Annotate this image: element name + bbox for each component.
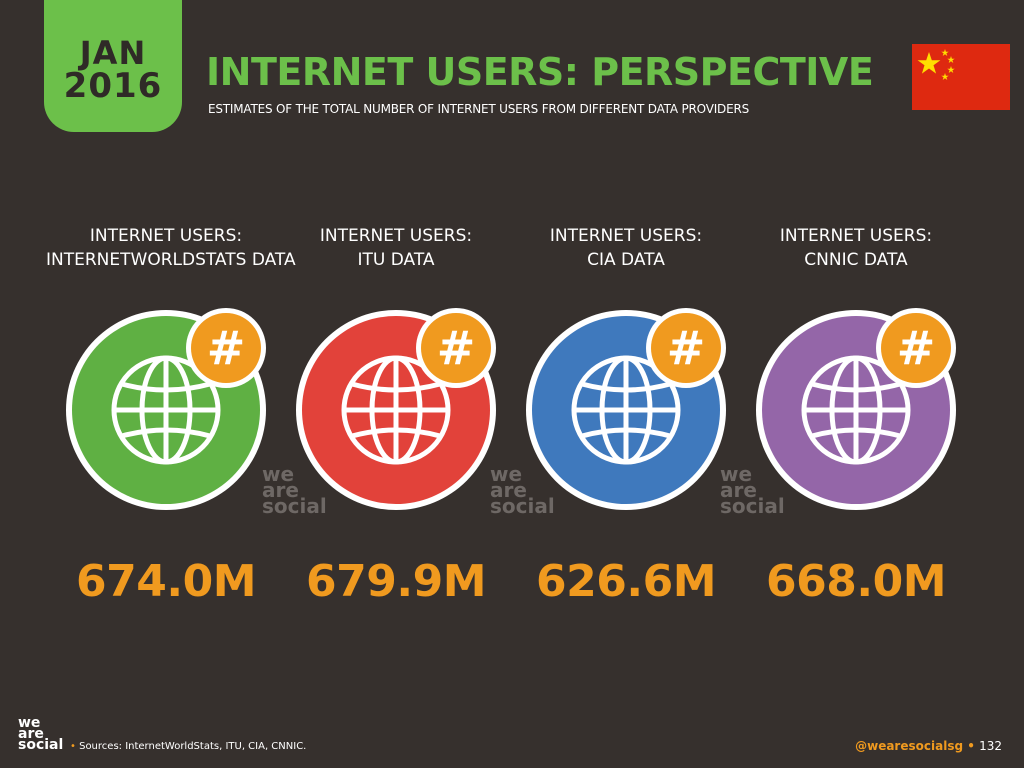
provider-column-itu: INTERNET USERS: ITU DATA [276, 224, 516, 272]
column-label-line1: INTERNET USERS: [779, 226, 933, 246]
value-cia: 626.6M [536, 556, 716, 607]
globe-icon [341, 355, 451, 465]
hashtag-icon: # [897, 321, 936, 375]
column-label-line1: INTERNET USERS: [549, 226, 703, 246]
we-are-social-watermark: we are social [262, 462, 327, 518]
itu-globe-graphic: # [296, 308, 496, 510]
column-label-line2: CIA DATA [587, 250, 665, 270]
source-note: • Sources: InternetWorldStats, ITU, CIA,… [70, 741, 306, 752]
date-month: JAN [79, 34, 147, 72]
china-flag-icon [912, 44, 1010, 110]
cia-globe-graphic: # [526, 308, 726, 510]
hashtag-badge [651, 313, 721, 383]
internetworldstats-globe-graphic: # [66, 308, 266, 510]
globe-icon [111, 355, 221, 465]
we-are-social-logo: we are social [18, 715, 64, 753]
bullet: • [70, 741, 76, 752]
cnnic-globe-graphic: # [756, 308, 956, 510]
value-itu: 679.9M [306, 556, 486, 607]
value-internetworldstats: 674.0M [76, 556, 256, 607]
provider-column-cnnic: INTERNET USERS: CNNIC DATA [736, 224, 976, 272]
date-year: 2016 [63, 66, 163, 106]
we-are-social-watermark: we are social [720, 462, 785, 518]
column-label-line2: ITU DATA [357, 250, 435, 270]
social-handle: @wearesocialsg [855, 739, 964, 753]
column-label-line1: INTERNET USERS: [319, 226, 473, 246]
column-label-line2: CNNIC DATA [804, 250, 908, 270]
provider-column-cia: INTERNET USERS: CIA DATA [506, 224, 746, 272]
hashtag-icon: # [437, 321, 476, 375]
page-number: 132 [979, 739, 1002, 753]
hashtag-icon: # [207, 321, 246, 375]
page-subtitle: ESTIMATES OF THE TOTAL NUMBER OF INTERNE… [208, 102, 750, 116]
page-title: INTERNET USERS: PERSPECTIVE [206, 50, 874, 94]
hashtag-badge [881, 313, 951, 383]
globe-icon [801, 355, 911, 465]
column-label-line2: INTERNETWORLDSTATS DATA [46, 250, 296, 270]
hashtag-badge [421, 313, 491, 383]
column-label-line1: INTERNET USERS: [89, 226, 243, 246]
footer-right: @wearesocialsg • 132 [855, 739, 1002, 753]
source-text: Sources: InternetWorldStats, ITU, CIA, C… [79, 741, 307, 752]
hashtag-badge [191, 313, 261, 383]
bullet: • [967, 739, 975, 753]
we-are-social-watermark: we are social [490, 462, 555, 518]
hashtag-icon: # [667, 321, 706, 375]
globe-icon [571, 355, 681, 465]
date-badge: JAN 2016 [44, 0, 182, 132]
provider-column-internetworldstats: INTERNET USERS: INTERNETWORLDSTATS DATA [46, 224, 296, 272]
value-cnnic: 668.0M [766, 556, 946, 607]
